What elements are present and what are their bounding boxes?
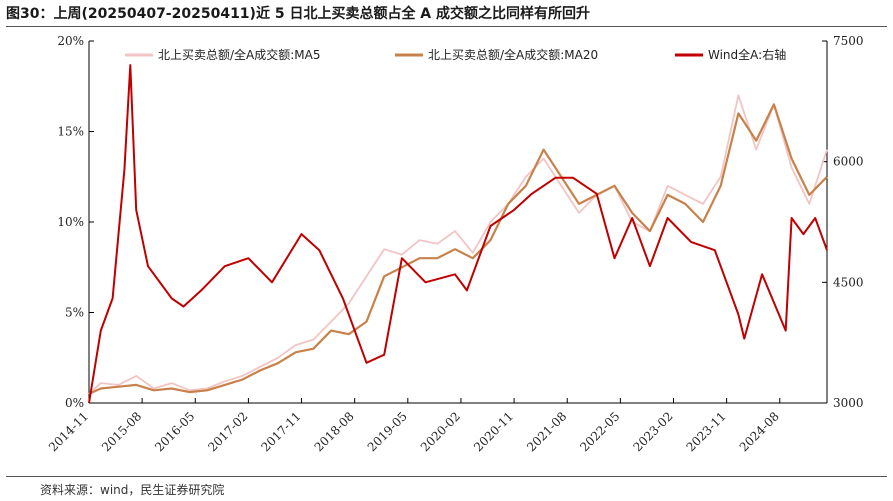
y-left-tick-label: 5% <box>65 306 84 320</box>
series-line-3 <box>88 64 828 404</box>
x-tick-label: 2024-08 <box>737 409 782 454</box>
legend-label-2: 北上买卖总额/全A成交额:MA20 <box>428 47 598 62</box>
legend-label-3: Wind全A:右轴 <box>708 47 786 62</box>
x-tick-label: 2018-08 <box>312 409 357 454</box>
x-tick-label: 2014-11 <box>46 409 91 454</box>
x-tick-label: 2020-02 <box>418 409 463 454</box>
x-tick-label: 2023-02 <box>630 409 675 454</box>
x-tick-label: 2023-11 <box>684 409 729 454</box>
series-line-1 <box>88 94 828 395</box>
line-chart: 0% 5% 10% 15% 20% 3000 4500 6000 7500 2014-11 2015… <box>46 34 864 454</box>
chart-title: 图30：上周(20250407-20250411)近 5 日北上买卖总额占全 A… <box>6 6 591 22</box>
y-left-tick-label: 10% <box>57 215 84 229</box>
x-tick-label: 2019-05 <box>365 409 410 454</box>
x-tick-label: 2017-02 <box>205 409 250 454</box>
y-right-tick-label: 7500 <box>833 34 864 48</box>
x-tick-label: 2022-05 <box>577 409 622 454</box>
x-tick-label: 2021-08 <box>524 409 569 454</box>
series-line-2 <box>88 103 828 395</box>
y-right-tick-label: 6000 <box>833 155 864 169</box>
x-tick-label: 2016-05 <box>152 409 197 454</box>
x-tick-label: 2020-11 <box>471 409 516 454</box>
y-left-tick-label: 0% <box>65 396 84 410</box>
x-tick-label: 2017-11 <box>258 409 303 454</box>
source-note: 资料来源：wind，民生证券研究院 <box>40 483 225 497</box>
legend-label-1: 北上买卖总额/全A成交额:MA5 <box>158 47 321 62</box>
source-divider <box>6 476 887 477</box>
title-divider <box>6 26 887 27</box>
x-tick-label: 2015-08 <box>99 409 144 454</box>
y-right-tick-label: 3000 <box>833 396 864 410</box>
y-left-tick-label: 15% <box>57 125 84 139</box>
y-left-tick-label: 20% <box>57 34 84 48</box>
y-right-tick-label: 4500 <box>833 275 864 289</box>
